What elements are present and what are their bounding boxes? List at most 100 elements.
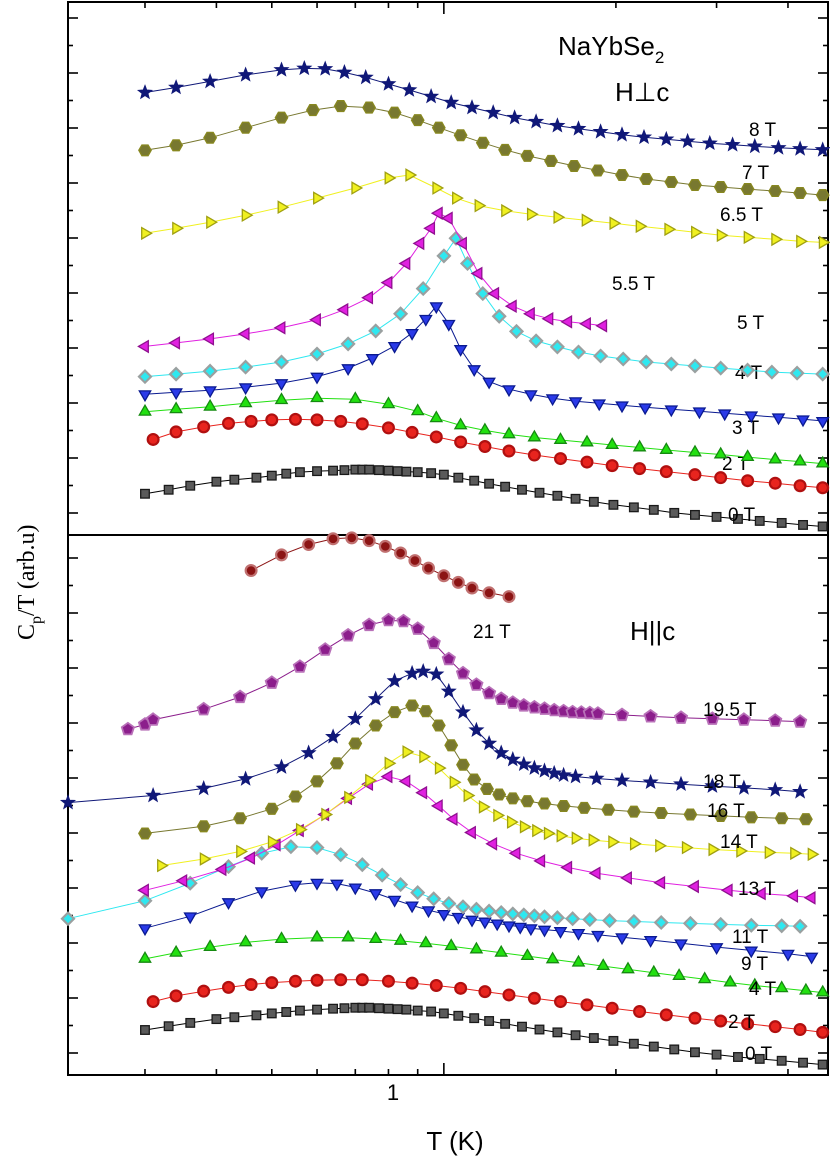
data-point — [412, 467, 423, 478]
data-point — [505, 792, 520, 805]
data-point — [590, 164, 605, 177]
data-point — [381, 421, 395, 435]
data-point — [464, 825, 476, 840]
data-point — [615, 351, 631, 367]
data-point — [453, 129, 468, 142]
data-point — [211, 1014, 222, 1025]
data-point — [478, 800, 491, 814]
data-point — [380, 275, 393, 290]
data-point — [491, 308, 507, 324]
series-line — [152, 979, 823, 1033]
data-point — [517, 1021, 527, 1032]
data-point — [59, 794, 77, 810]
data-point — [713, 360, 729, 376]
data-point — [532, 823, 545, 838]
data-point — [237, 327, 250, 341]
data-point — [753, 886, 766, 901]
data-point — [394, 546, 408, 560]
data-point — [455, 665, 471, 680]
data-point — [169, 139, 184, 152]
data-point — [781, 949, 795, 962]
data-point — [341, 364, 355, 377]
data-point — [633, 462, 647, 476]
data-point — [688, 468, 702, 482]
data-point — [524, 390, 538, 403]
data-point — [596, 958, 611, 971]
data-point — [431, 121, 446, 134]
data-point — [378, 539, 392, 553]
data-point — [251, 1010, 262, 1021]
data-point — [405, 901, 419, 914]
data-point — [274, 379, 289, 392]
data-point — [185, 1017, 196, 1028]
data-point — [387, 341, 402, 354]
data-point — [570, 1030, 581, 1041]
data-point — [626, 805, 641, 818]
data-point — [502, 921, 516, 934]
data-point — [570, 344, 587, 360]
data-point — [454, 981, 468, 995]
field-label: 11 T — [732, 927, 769, 948]
series-21-T-t — [244, 531, 516, 604]
data-point — [367, 690, 384, 706]
data-point — [776, 517, 787, 528]
data-point — [202, 363, 218, 379]
data-point — [238, 395, 253, 408]
data-point — [747, 977, 762, 990]
data-point — [697, 971, 712, 984]
data-point — [768, 1020, 782, 1034]
data-point — [195, 779, 212, 796]
data-point — [138, 144, 152, 157]
data-point — [333, 100, 348, 113]
series-line — [144, 237, 823, 378]
data-point — [60, 911, 76, 927]
data-point — [549, 339, 565, 355]
data-point — [444, 739, 459, 752]
data-point — [764, 364, 780, 380]
data-point — [567, 159, 582, 172]
data-point — [393, 877, 409, 893]
data-point — [281, 1007, 292, 1017]
field-label: 16 T — [707, 801, 745, 822]
data-point — [669, 1044, 680, 1055]
data-point — [469, 677, 484, 691]
data-point — [138, 403, 152, 416]
data-point — [815, 984, 830, 997]
data-point — [423, 221, 436, 236]
data-point — [642, 773, 659, 790]
data-point — [405, 976, 419, 990]
data-point — [339, 465, 350, 476]
data-point — [493, 904, 509, 921]
data-point — [401, 1004, 412, 1015]
data-point — [196, 820, 211, 833]
data-point — [459, 255, 476, 272]
data-point — [453, 417, 468, 430]
data-point — [340, 336, 356, 352]
data-point — [329, 757, 344, 770]
data-point — [341, 929, 355, 942]
data-point — [638, 403, 653, 416]
data-point — [453, 1010, 464, 1021]
data-point — [534, 487, 545, 498]
data-point — [334, 414, 348, 428]
data-point — [339, 1003, 350, 1014]
data-point — [237, 66, 254, 82]
data-point — [120, 721, 136, 736]
x-tick-label-1: 1 — [387, 1080, 399, 1105]
series-4-T-t — [138, 929, 830, 997]
data-point — [798, 1057, 808, 1068]
data-point — [556, 799, 571, 812]
data-point — [310, 413, 324, 427]
data-point — [659, 1008, 673, 1022]
field-label: 21 T — [473, 622, 511, 643]
data-point — [705, 711, 720, 725]
series-line — [67, 670, 801, 804]
data-point — [570, 493, 581, 504]
data-point — [206, 215, 218, 230]
data-point — [713, 916, 729, 932]
data-point — [233, 812, 248, 825]
data-point — [816, 1025, 830, 1039]
data-point — [493, 744, 510, 760]
data-point — [310, 775, 324, 788]
series-4-T-t — [138, 302, 830, 429]
